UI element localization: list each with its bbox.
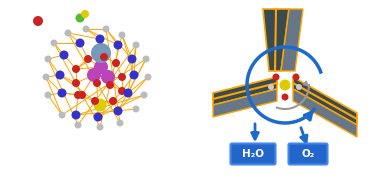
Circle shape <box>93 79 101 87</box>
Circle shape <box>118 73 126 81</box>
Circle shape <box>133 42 139 48</box>
Circle shape <box>81 10 89 18</box>
Polygon shape <box>213 89 277 117</box>
Circle shape <box>76 14 85 23</box>
Circle shape <box>74 91 82 99</box>
Circle shape <box>101 70 115 84</box>
Circle shape <box>113 40 122 49</box>
Circle shape <box>45 55 51 63</box>
Circle shape <box>268 84 274 90</box>
Circle shape <box>71 111 81 119</box>
Circle shape <box>113 107 122 115</box>
Text: H₂O: H₂O <box>242 149 264 159</box>
Circle shape <box>273 74 279 81</box>
Circle shape <box>293 74 299 81</box>
Circle shape <box>96 124 104 130</box>
Circle shape <box>91 97 99 105</box>
Circle shape <box>84 55 92 63</box>
Circle shape <box>72 79 80 87</box>
Circle shape <box>133 106 139 113</box>
Circle shape <box>143 55 150 63</box>
Circle shape <box>59 51 68 59</box>
Circle shape <box>130 70 138 79</box>
Circle shape <box>65 29 71 36</box>
Circle shape <box>144 74 152 81</box>
Circle shape <box>96 35 104 44</box>
Text: O₂: O₂ <box>301 149 314 159</box>
Circle shape <box>74 122 82 128</box>
Circle shape <box>78 91 86 99</box>
Circle shape <box>112 59 120 67</box>
Circle shape <box>93 113 102 122</box>
Circle shape <box>94 60 108 74</box>
Circle shape <box>109 97 117 105</box>
FancyBboxPatch shape <box>231 143 276 165</box>
Polygon shape <box>281 9 303 71</box>
Circle shape <box>296 84 302 90</box>
Polygon shape <box>263 9 289 71</box>
Circle shape <box>102 25 110 33</box>
Polygon shape <box>213 77 277 105</box>
Circle shape <box>124 89 133 98</box>
Circle shape <box>51 40 57 46</box>
Circle shape <box>57 89 67 98</box>
Circle shape <box>106 81 114 89</box>
Circle shape <box>33 16 43 26</box>
Circle shape <box>56 70 65 79</box>
Circle shape <box>100 53 108 61</box>
Circle shape <box>282 94 288 100</box>
Circle shape <box>72 65 80 73</box>
Circle shape <box>127 55 136 64</box>
Circle shape <box>118 31 125 38</box>
Polygon shape <box>293 77 357 125</box>
FancyBboxPatch shape <box>288 143 327 165</box>
Circle shape <box>91 43 111 63</box>
Polygon shape <box>293 89 357 137</box>
Circle shape <box>59 111 65 119</box>
Circle shape <box>116 119 124 126</box>
Circle shape <box>42 74 50 81</box>
Circle shape <box>45 92 51 98</box>
Circle shape <box>93 98 107 111</box>
Circle shape <box>279 79 291 91</box>
Circle shape <box>118 87 126 95</box>
Circle shape <box>87 68 101 82</box>
Circle shape <box>76 38 85 48</box>
Circle shape <box>82 25 90 33</box>
Circle shape <box>141 92 147 98</box>
